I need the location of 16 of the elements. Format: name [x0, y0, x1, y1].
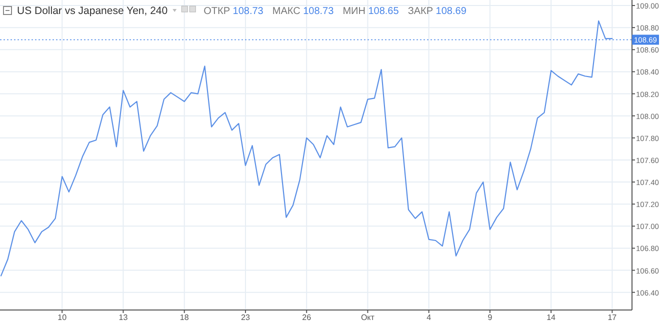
x-tick-label: 13 — [118, 313, 128, 322]
x-tick-label: 14 — [546, 313, 556, 322]
x-tick-label: Окт — [360, 313, 375, 322]
x-tick-label: 26 — [302, 313, 312, 322]
x-tick-label: 10 — [58, 313, 68, 322]
line-series — [0, 20, 613, 276]
annotation: ОТКР 108.73 — [204, 6, 264, 17]
x-tick-label: 9 — [488, 313, 493, 322]
text: US Dollar vs Japanese Yen, 240 — [17, 5, 168, 17]
x-tick-label: 23 — [241, 313, 250, 322]
annotation: МАКС 108.73 — [272, 6, 334, 17]
annotation: ЗАКР 108.69 — [408, 6, 467, 17]
x-tick-label: 4 — [426, 313, 432, 322]
x-tick-label: 18 — [180, 313, 190, 322]
x-tick-label: 17 — [608, 313, 618, 322]
annotation: МИН 108.65 — [342, 6, 400, 17]
